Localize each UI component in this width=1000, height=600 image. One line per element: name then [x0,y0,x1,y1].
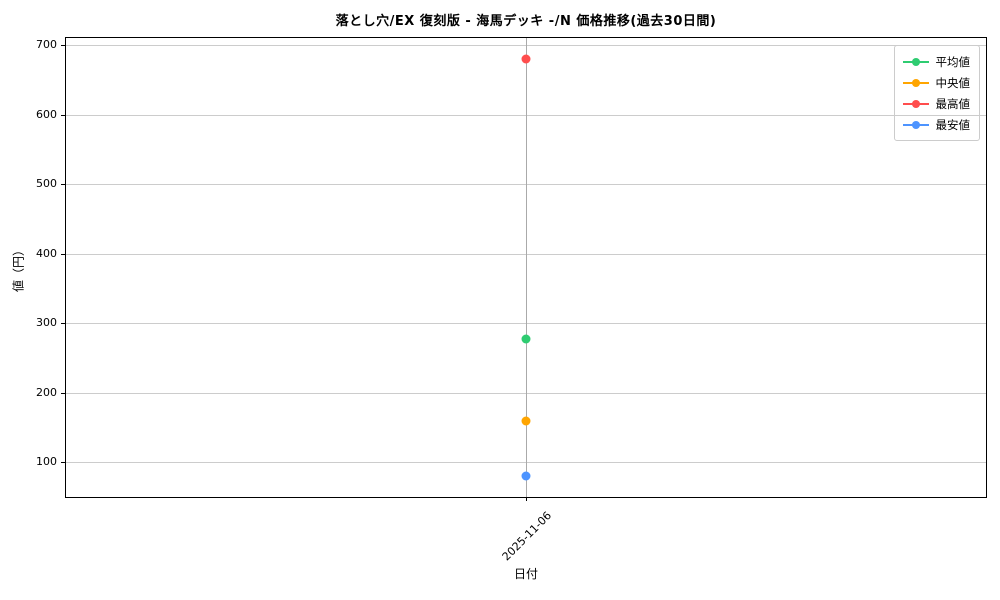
y-tick-label: 400 [36,246,57,260]
legend-item-最高値: 最高値 [902,94,971,113]
y-tick-label: 500 [36,177,57,191]
y-tick-label: 100 [36,455,57,469]
legend-dot-icon [911,78,920,87]
legend-item-中央値: 中央値 [902,73,971,92]
x-axis-label: 日付 [513,567,538,581]
x-tick-mark [526,497,527,501]
legend-dot-icon [911,120,920,129]
legend-marker [902,57,929,67]
data-point-中央値 [521,416,531,425]
y-tick-label: 600 [36,107,57,121]
legend-marker [902,99,929,109]
data-point-最安値 [521,471,531,481]
y-tick-mark [61,323,65,325]
legend-item-平均値: 平均値 [902,52,971,71]
legend-label: 最安値 [935,117,971,132]
data-point-平均値 [521,334,531,344]
y-tick-mark [61,184,65,186]
y-tick-mark [61,462,65,464]
x-tick-label: 2025-11-06 [499,509,555,564]
y-tick-label: 700 [36,37,57,51]
y-tick-mark [61,253,65,255]
legend-dot-icon [911,99,920,108]
legend-item-最安値: 最安値 [902,115,971,134]
legend-dot-icon [911,57,920,66]
y-tick-label: 200 [36,385,57,399]
legend-marker [902,78,929,88]
y-tick-mark [61,114,65,116]
plot-area: 平均値中央値最高値最安値 [65,37,987,498]
y-tick-label: 300 [36,316,57,330]
data-point-最高値 [521,54,531,64]
chart-title: 落とし穴/EX 復刻版 - 海馬デッキ -/N 価格推移(過去30日間) [335,14,717,29]
legend-marker [902,120,929,130]
y-tick-mark [61,392,65,394]
x-gridline [526,38,527,497]
y-tick-mark [61,44,65,46]
legend-label: 平均値 [935,54,971,69]
legend: 平均値中央値最高値最安値 [893,45,980,141]
legend-label: 最高値 [935,96,971,111]
legend-label: 中央値 [935,75,971,90]
